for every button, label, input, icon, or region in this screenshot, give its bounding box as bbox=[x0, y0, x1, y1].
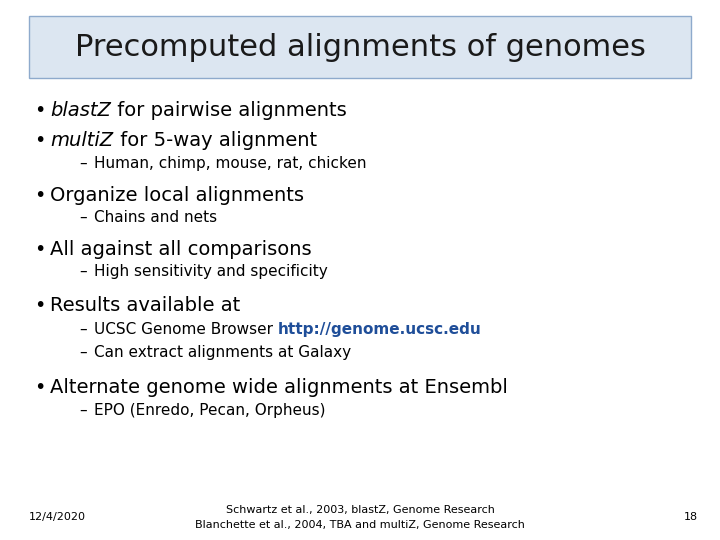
Text: –: – bbox=[79, 322, 86, 337]
Text: Human, chimp, mouse, rat, chicken: Human, chimp, mouse, rat, chicken bbox=[94, 156, 366, 171]
Text: Organize local alignments: Organize local alignments bbox=[50, 186, 305, 205]
Text: •: • bbox=[34, 131, 45, 150]
Text: 18: 18 bbox=[684, 512, 698, 522]
Text: Can extract alignments at Galaxy: Can extract alignments at Galaxy bbox=[94, 345, 351, 360]
Text: –: – bbox=[79, 345, 86, 360]
FancyBboxPatch shape bbox=[29, 16, 691, 78]
Text: •: • bbox=[34, 295, 45, 315]
Text: Schwartz et al., 2003, blastZ, Genome Research
Blanchette et al., 2004, TBA and : Schwartz et al., 2003, blastZ, Genome Re… bbox=[195, 505, 525, 530]
Text: for pairwise alignments: for pairwise alignments bbox=[112, 101, 347, 120]
Text: •: • bbox=[34, 186, 45, 205]
Text: Precomputed alignments of genomes: Precomputed alignments of genomes bbox=[75, 33, 645, 62]
Text: •: • bbox=[34, 240, 45, 259]
Text: EPO (Enredo, Pecan, Orpheus): EPO (Enredo, Pecan, Orpheus) bbox=[94, 403, 325, 418]
Text: http://genome.ucsc.edu: http://genome.ucsc.edu bbox=[277, 322, 481, 337]
Text: 12/4/2020: 12/4/2020 bbox=[29, 512, 86, 522]
Text: UCSC Genome Browser: UCSC Genome Browser bbox=[94, 322, 277, 337]
Text: multiZ: multiZ bbox=[50, 131, 114, 150]
Text: –: – bbox=[79, 403, 86, 418]
Text: Alternate genome wide alignments at Ensembl: Alternate genome wide alignments at Ense… bbox=[50, 377, 508, 397]
Text: –: – bbox=[79, 264, 86, 279]
Text: High sensitivity and specificity: High sensitivity and specificity bbox=[94, 264, 328, 279]
Text: All against all comparisons: All against all comparisons bbox=[50, 240, 312, 259]
Text: for 5-way alignment: for 5-way alignment bbox=[114, 131, 317, 150]
Text: •: • bbox=[34, 101, 45, 120]
Text: blastZ: blastZ bbox=[50, 101, 112, 120]
Text: –: – bbox=[79, 156, 86, 171]
Text: •: • bbox=[34, 377, 45, 397]
Text: –: – bbox=[79, 210, 86, 225]
Text: Chains and nets: Chains and nets bbox=[94, 210, 217, 225]
Text: Results available at: Results available at bbox=[50, 295, 240, 315]
